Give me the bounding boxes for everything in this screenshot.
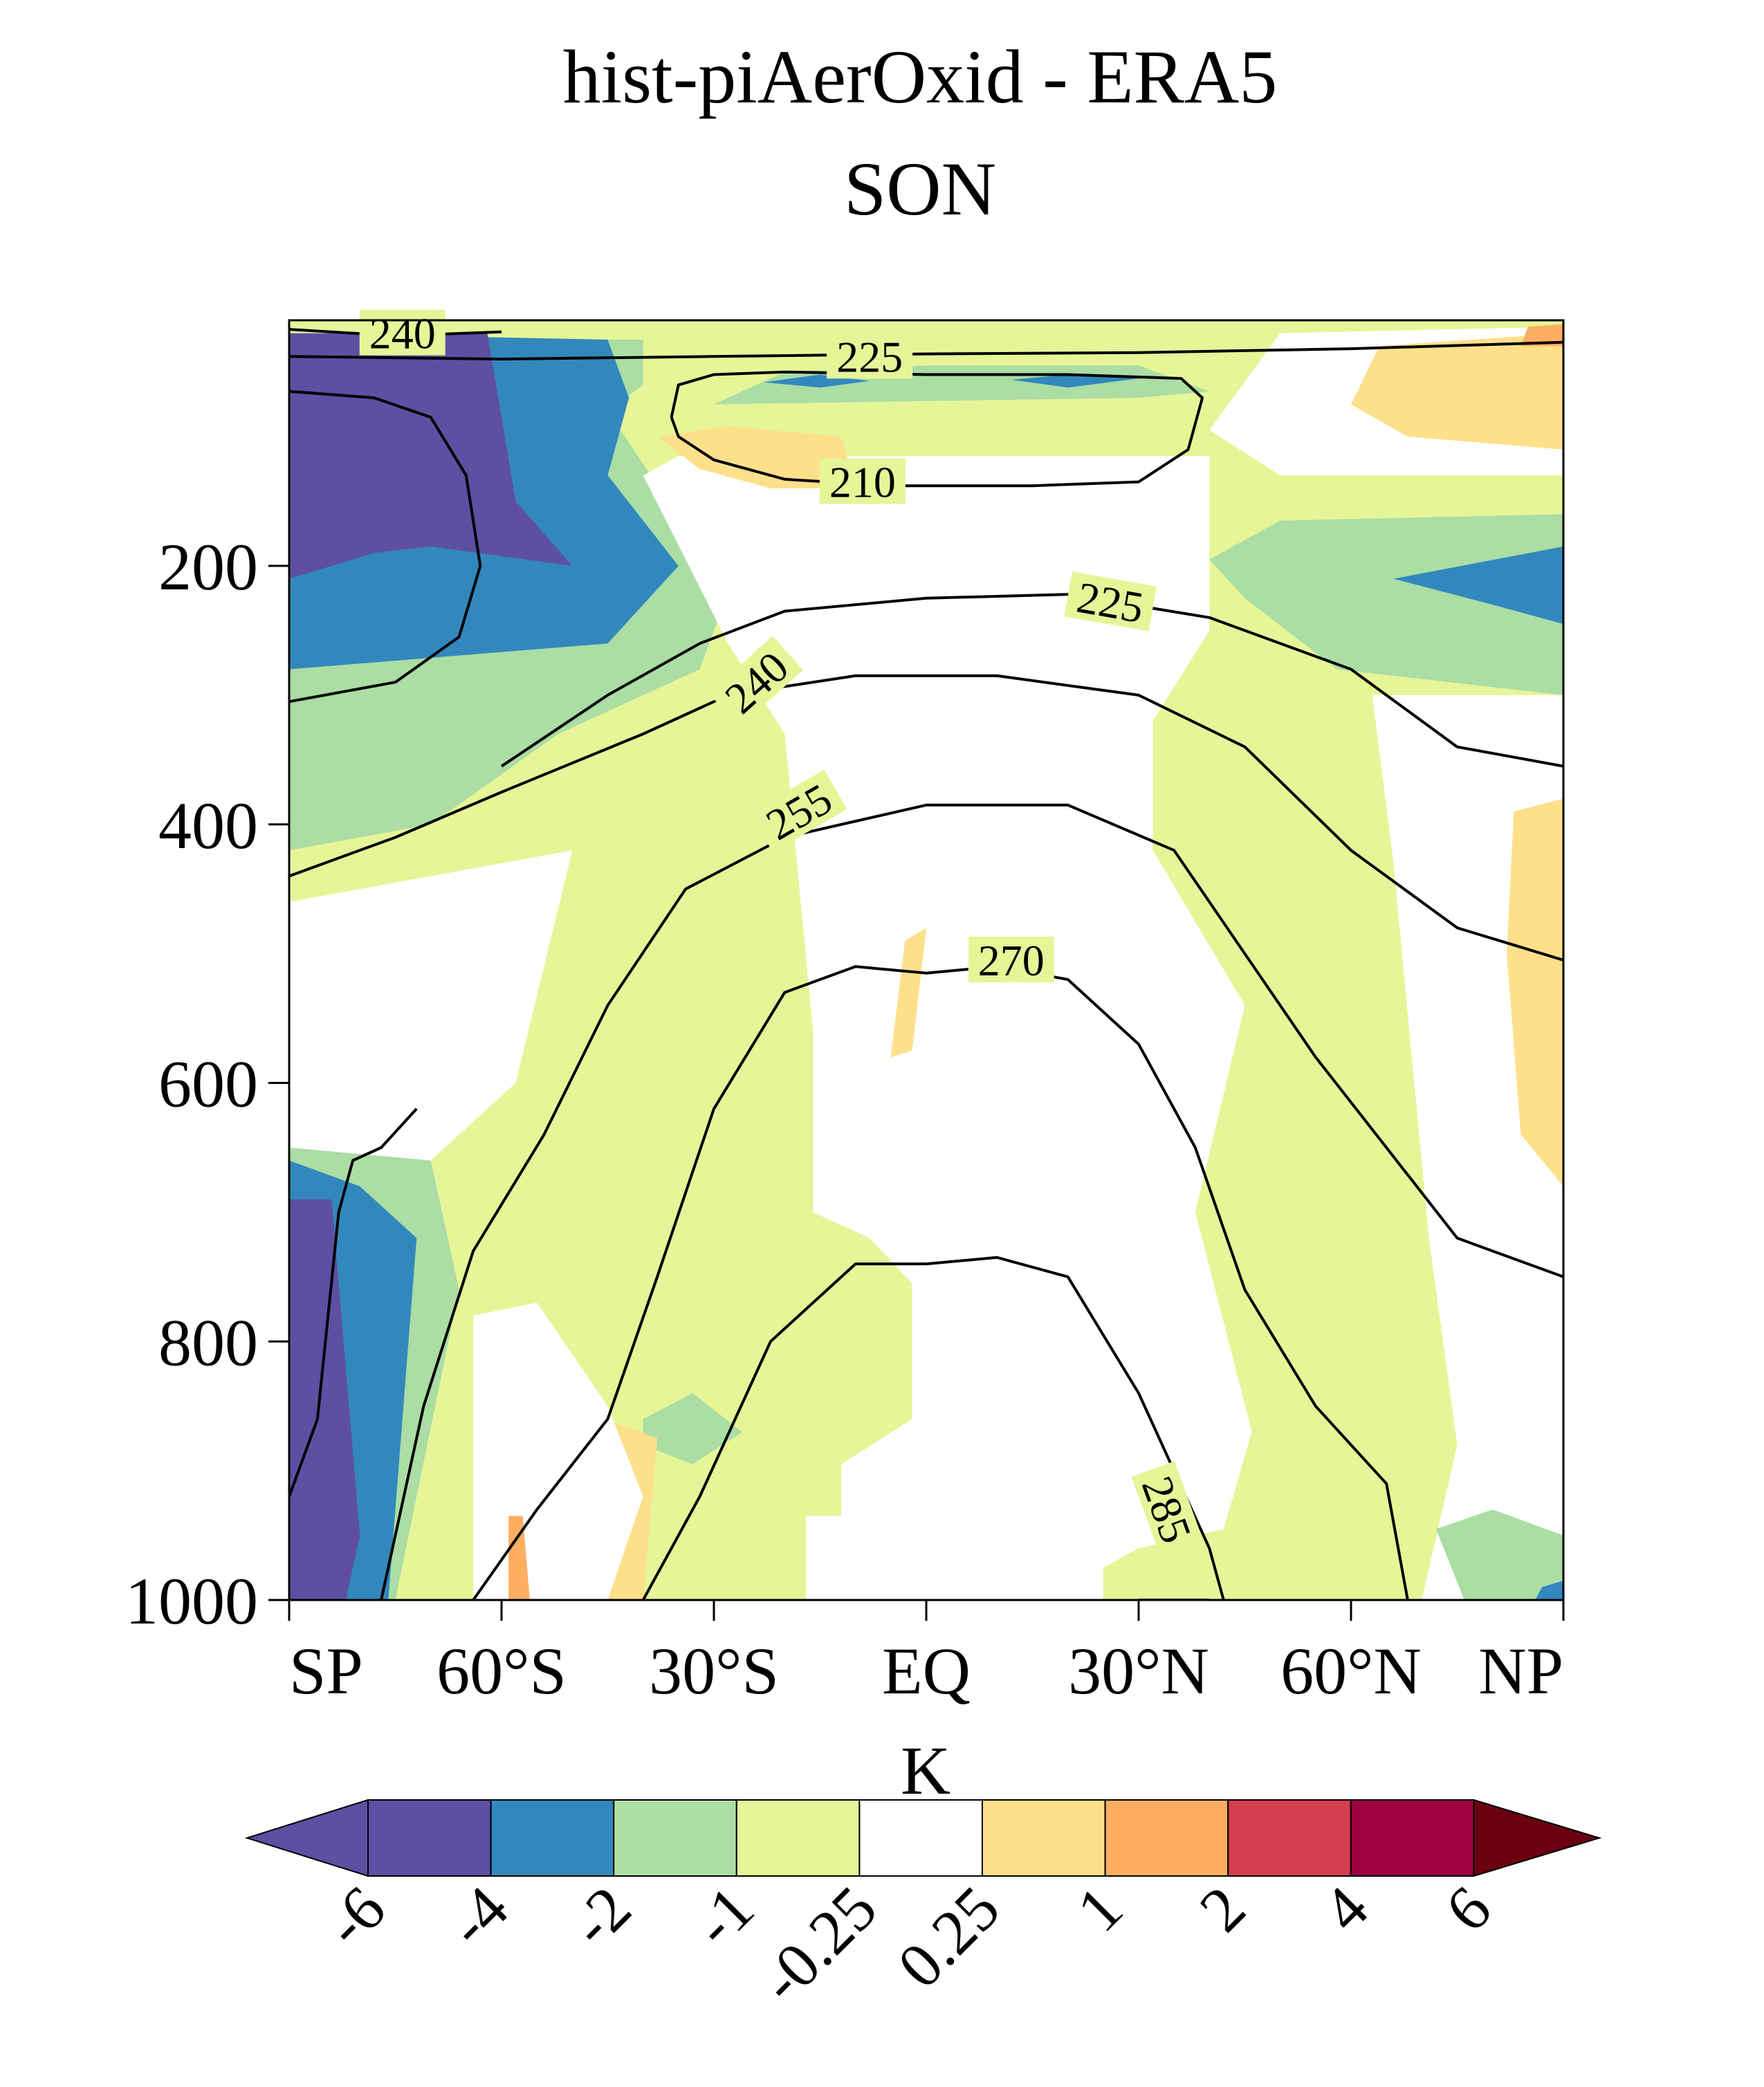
contour-240-5 — [289, 674, 1563, 962]
y-axis: 200 400 600 800 1000 — [125, 530, 289, 1638]
colorbar-tick-label: 4 — [1309, 1873, 1381, 1945]
colorbar-unit-label: K — [901, 1732, 950, 1809]
colorbar-tick-label: 6 — [1432, 1873, 1505, 1945]
colorbar-swatch — [1104, 1799, 1229, 1877]
colorbar-tick-label: 1 — [1063, 1873, 1136, 1945]
filled-contours — [289, 320, 1563, 1600]
colorbar-tick-label: -0.25 — [746, 1873, 890, 2016]
colorbar-tick-label: -6 — [311, 1873, 398, 1960]
colorbar-tick-label: -4 — [434, 1873, 521, 1960]
contour-225-4 — [500, 593, 1563, 768]
contour-label-6: 270 — [968, 936, 1054, 985]
contour-255-8 — [472, 965, 1409, 1600]
y-tick-label: 400 — [158, 789, 258, 863]
contour-label-7: 285 — [1131, 1461, 1204, 1558]
anomaly-region-28 — [806, 1516, 1103, 1600]
y-tick-label: 800 — [158, 1305, 258, 1379]
x-tick-label: 30°S — [649, 1634, 779, 1708]
contour-240-7 — [380, 803, 1563, 1600]
contour-label-text: 225 — [836, 332, 903, 381]
chart-subtitle: SON — [844, 147, 996, 231]
anomaly-region-22 — [1435, 1509, 1563, 1600]
anomaly-region-23 — [1535, 1581, 1563, 1600]
contour-label-1: 225 — [827, 332, 913, 381]
contour-210-0 — [670, 370, 1204, 488]
anomaly-region-3 — [289, 333, 573, 579]
colorbar: K -6 -4 -2 -1-0.250.25 1 2 4 6 — [244, 1732, 1602, 2016]
anomaly-region-9 — [643, 456, 1252, 1600]
colorbar-tick-label: 0.25 — [884, 1873, 1013, 2001]
anomaly-region-7 — [289, 1199, 360, 1600]
y-tick-label: 200 — [158, 530, 258, 604]
anomaly-region-27 — [508, 1516, 530, 1600]
x-axis: SP 60°S 30°S EQ 30°N 60°N NP — [288, 1600, 1565, 1708]
anomaly-region-8 — [643, 1393, 742, 1464]
contour-225-1 — [289, 340, 1563, 361]
contour-label-text: 240 — [369, 309, 436, 358]
colorbar-swatch — [367, 1799, 492, 1877]
anomaly-region-11 — [890, 928, 926, 1058]
colorbar-extend-low — [244, 1799, 369, 1877]
contour-label-2: 210 — [819, 458, 906, 507]
colorbar-tick-labels: -6 -4 -2 -1-0.250.25 1 2 4 6 — [311, 1873, 1505, 2016]
x-tick-label: 60°S — [437, 1634, 567, 1708]
colorbar-swatch — [1350, 1799, 1475, 1877]
colorbar-swatch — [982, 1799, 1106, 1877]
y-tick-label: 600 — [158, 1047, 258, 1121]
contour-label-text: 270 — [978, 936, 1045, 985]
colorbar-swatch — [490, 1799, 615, 1877]
colorbar-swatch — [858, 1799, 984, 1877]
contour-225-3 — [289, 1107, 418, 1498]
colorbar-tick-label: -2 — [557, 1873, 644, 1960]
chart-title: hist-piAerOxid - ERA5 — [563, 35, 1278, 119]
contour-label-0: 240 — [359, 309, 445, 358]
x-tick-label: EQ — [882, 1634, 971, 1708]
temperature-contours — [289, 328, 1563, 1600]
x-tick-label: 60°N — [1280, 1634, 1422, 1708]
anomaly-region-10 — [657, 426, 856, 488]
x-tick-label: 30°N — [1068, 1634, 1209, 1708]
anomaly-region-17 — [1520, 324, 1563, 347]
contour-label-text: 225 — [1074, 573, 1148, 633]
colorbar-swatch — [613, 1799, 737, 1877]
anomaly-region-18 — [1209, 514, 1563, 695]
colorbar-swatch — [735, 1799, 861, 1877]
x-tick-label: NP — [1478, 1634, 1563, 1708]
contour-label-3: 225 — [1064, 571, 1157, 633]
anomaly-region-24 — [289, 850, 573, 1161]
contour-label-text: 210 — [829, 458, 896, 507]
anomaly-region-16 — [1351, 333, 1563, 450]
colorbar-extend-high — [1473, 1799, 1602, 1877]
contour-225-2 — [289, 389, 482, 704]
colorbar-tick-label: -1 — [680, 1873, 767, 1960]
anomaly-region-19 — [1393, 546, 1563, 625]
anomaly-region-14 — [1011, 374, 1139, 388]
colorbar-tick-label: 2 — [1186, 1873, 1259, 1945]
x-tick-label: SP — [289, 1634, 363, 1708]
y-tick-label: 1000 — [125, 1564, 258, 1638]
anomaly-region-21 — [1507, 798, 1563, 1186]
colorbar-swatch — [1227, 1799, 1352, 1877]
